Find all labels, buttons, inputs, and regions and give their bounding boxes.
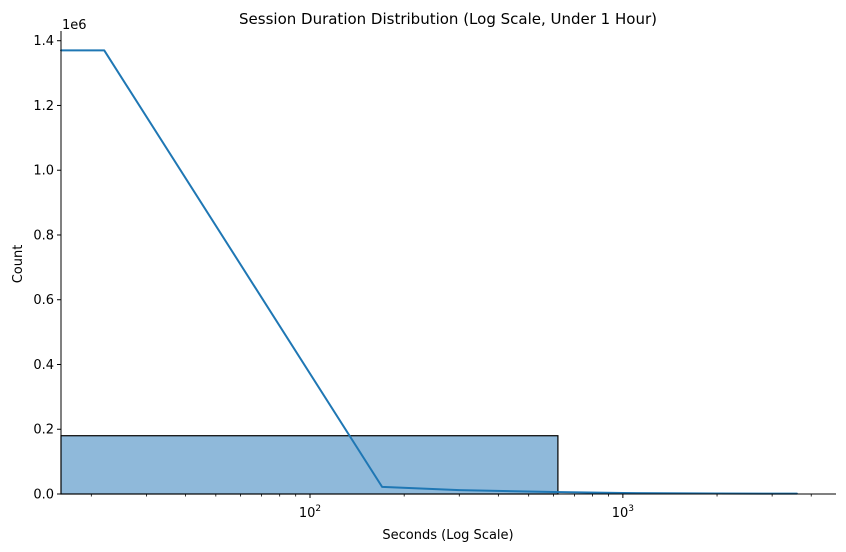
ticks-layer: 0.0 0.2 0.4 0.6 0.8 1.0 1.2 1.4 102 103 bbox=[33, 34, 812, 521]
x-axis-label: Seconds (Log Scale) bbox=[382, 528, 513, 543]
y-tick-label-2: 0.4 bbox=[33, 358, 54, 373]
y-tick-label-6: 1.2 bbox=[33, 99, 54, 114]
y-tick-label-5: 1.0 bbox=[33, 164, 54, 179]
y-axis-label: Count bbox=[11, 245, 26, 284]
kde-line bbox=[60, 49, 798, 495]
x-tick-label-0: 102 bbox=[299, 504, 321, 521]
chart-title: Session Duration Distribution (Log Scale… bbox=[239, 10, 657, 28]
kde-line-layer bbox=[60, 49, 798, 495]
axes-layer bbox=[60, 31, 836, 495]
y-tick-label-7: 1.4 bbox=[33, 34, 54, 49]
bars-layer bbox=[60, 435, 559, 495]
histogram-bar-0 bbox=[60, 435, 559, 495]
y-tick-label-4: 0.8 bbox=[33, 228, 54, 243]
y-axis-offset-label: 1e6 bbox=[62, 18, 87, 33]
y-tick-label-1: 0.2 bbox=[33, 423, 54, 438]
x-tick-label-1: 103 bbox=[612, 504, 634, 521]
y-tick-label-3: 0.6 bbox=[33, 293, 54, 308]
y-tick-label-0: 0.0 bbox=[33, 488, 54, 503]
